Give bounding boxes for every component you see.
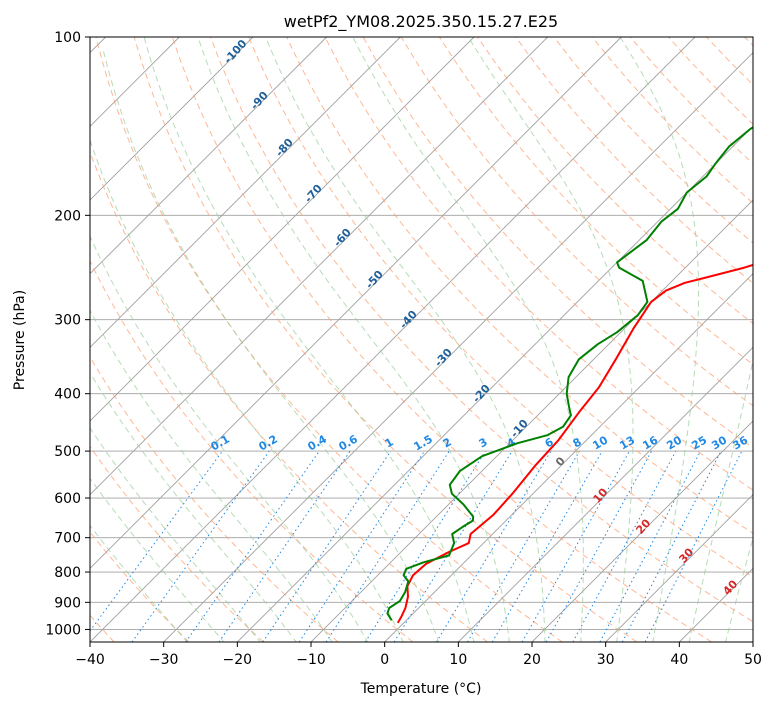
mixing-ratio-line	[545, 450, 653, 642]
dry-adiabat-line	[90, 259, 414, 642]
temperature-profile-line	[396, 263, 753, 624]
mixing-ratio-line	[572, 450, 677, 642]
moist-adiabat-line	[619, 37, 699, 642]
isotherm-line	[90, 37, 254, 201]
moist-adiabat-line	[688, 358, 753, 642]
mixing-ratio-line	[393, 450, 513, 642]
y-tick-label: 600	[54, 491, 81, 507]
isotherm-line	[90, 37, 622, 569]
x-tick-label: −20	[223, 652, 253, 668]
isotherm-line	[458, 346, 753, 642]
moist-adiabat-line	[143, 37, 475, 642]
x-tick-label: −30	[149, 652, 179, 668]
x-tick-label: 10	[449, 652, 467, 668]
series-layer	[386, 126, 753, 624]
y-axis-title: Pressure (hPa)	[12, 290, 28, 390]
x-tick-label: 0	[380, 652, 389, 668]
isotherm-line	[90, 37, 475, 422]
moist-adiabat-line	[197, 37, 510, 642]
dry-adiabat-line	[248, 37, 753, 578]
x-tick-label: −10	[296, 652, 326, 668]
isotherm-line	[237, 125, 753, 642]
moist-adiabat-line	[90, 371, 297, 642]
y-tick-label: 200	[54, 208, 81, 224]
dry-adiabat-line	[95, 37, 563, 642]
moist-adiabat-line	[352, 37, 584, 642]
x-tick-label: 40	[670, 652, 688, 668]
moist-adiabat-line	[725, 536, 753, 642]
mixing-ratio-line	[467, 450, 580, 642]
y-tick-label: 800	[54, 565, 81, 581]
mixing-ratio-line	[325, 450, 450, 642]
dry-adiabat-line	[515, 37, 753, 284]
x-tick-label: 20	[523, 652, 541, 668]
dry-adiabat-line	[324, 37, 753, 491]
mixing-ratio-line	[185, 450, 320, 642]
mixing-ratio-line	[298, 450, 425, 642]
chart-title: wetPf2_YM08.2025.350.15.27.E25	[284, 12, 558, 32]
isotherm-line	[384, 273, 753, 642]
isotherm-line	[531, 420, 753, 642]
y-tick-label: 900	[54, 595, 81, 611]
moist-adiabat-line	[102, 49, 440, 642]
dry-adiabat-line	[210, 37, 753, 623]
axis-ticks: −40 −30 −20 −10 0 10 20 30 40 50 1000 900 800 700 600 5…	[45, 30, 762, 668]
moist-adiabat-line	[90, 427, 261, 642]
y-tick-label: 400	[54, 387, 81, 403]
y-tick-label: 300	[54, 313, 81, 329]
y-tick-label: 1000	[45, 622, 81, 638]
background-lines	[90, 37, 753, 642]
y-tick-label: 100	[54, 30, 81, 46]
dry-adiabat-line	[286, 37, 753, 534]
x-tick-label: −40	[75, 652, 105, 668]
isotherm-line	[90, 37, 401, 348]
isotherm-line	[605, 494, 753, 642]
x-tick-label: 50	[744, 652, 762, 668]
mixing-ratio-line	[131, 450, 270, 642]
isotherm-line	[90, 37, 548, 496]
mixing-ratio-line	[364, 450, 486, 642]
isotherm-line	[90, 37, 327, 275]
moist-adiabat-line	[90, 235, 369, 642]
y-tick-label: 700	[54, 531, 81, 547]
mixing-ratio-line	[435, 450, 552, 642]
dewpoint-profile-line	[386, 126, 753, 621]
moist-adiabat-line	[90, 477, 225, 642]
dry-adiabat-line	[90, 445, 264, 642]
moist-adiabat-line	[265, 37, 546, 642]
plot-frame	[89, 36, 754, 643]
isotherm-line	[90, 37, 696, 642]
mixing-ratio-line	[521, 450, 630, 642]
mixing-ratio-line	[491, 450, 603, 642]
moist-adiabat-line	[90, 138, 404, 642]
y-tick-label: 500	[54, 444, 81, 460]
x-axis-title: Temperature (°C)	[360, 681, 482, 697]
dry-adiabat-line	[171, 37, 712, 642]
x-tick-label: 30	[597, 652, 615, 668]
isotherm-line	[163, 52, 753, 642]
dry-adiabat-line	[133, 37, 638, 642]
